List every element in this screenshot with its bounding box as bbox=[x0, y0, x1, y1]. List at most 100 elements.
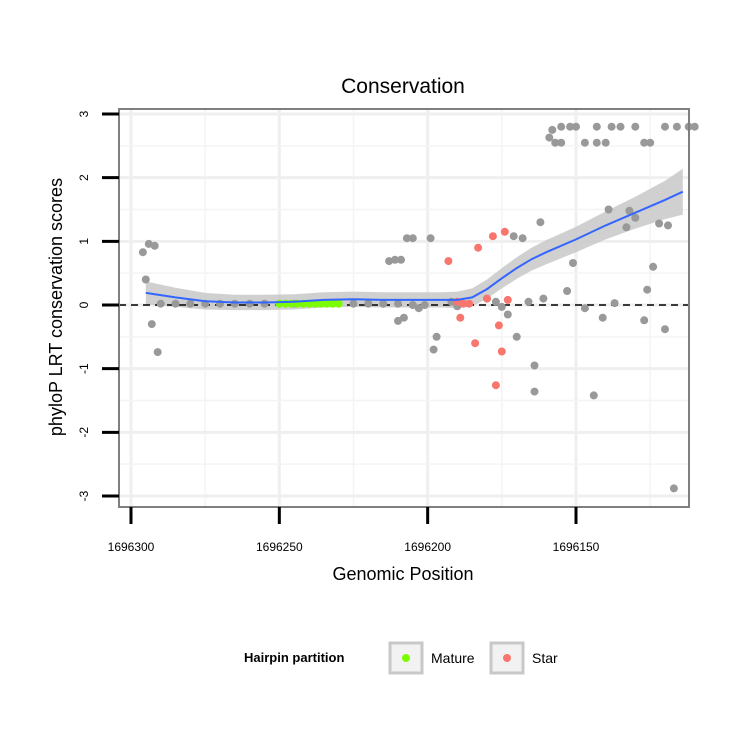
x-tick-label: 1696300 bbox=[108, 540, 155, 554]
y-tick-label: -3 bbox=[77, 490, 91, 501]
point-other bbox=[690, 122, 699, 131]
point-other bbox=[497, 302, 506, 311]
point-other bbox=[530, 361, 539, 370]
point-other bbox=[569, 259, 577, 267]
point-other bbox=[616, 122, 625, 131]
point-other bbox=[503, 310, 512, 319]
point-other bbox=[394, 299, 402, 308]
point-other bbox=[491, 297, 500, 306]
axis-ticks: 1696300 1696250 1696200 1696150 -3 -2 -1 0 1 2 3 bbox=[77, 110, 600, 554]
point-other bbox=[643, 285, 652, 294]
point-other bbox=[153, 348, 162, 357]
x-tick-label: 1696150 bbox=[553, 540, 600, 554]
legend-title: Hairpin partition bbox=[244, 650, 344, 665]
point-other bbox=[589, 391, 598, 400]
point-other bbox=[402, 234, 411, 243]
point-star bbox=[465, 299, 474, 308]
point-other bbox=[649, 262, 658, 271]
point-other bbox=[622, 223, 631, 232]
y-tick-label: -2 bbox=[77, 427, 91, 438]
point-other bbox=[548, 125, 557, 134]
point-other bbox=[607, 122, 616, 131]
point-other bbox=[661, 122, 669, 131]
point-other bbox=[625, 206, 634, 215]
point-other bbox=[580, 138, 589, 147]
point-other bbox=[592, 138, 601, 147]
point-other bbox=[640, 138, 649, 147]
point-other bbox=[379, 299, 388, 308]
point-other bbox=[186, 299, 195, 308]
point-other bbox=[539, 294, 548, 303]
legend-label: Mature bbox=[431, 650, 475, 666]
point-other bbox=[572, 122, 580, 131]
point-other bbox=[672, 122, 681, 131]
point-other bbox=[364, 299, 373, 308]
point-other bbox=[601, 138, 610, 147]
point-star bbox=[500, 227, 509, 236]
point-other bbox=[592, 122, 601, 131]
point-other bbox=[557, 138, 566, 147]
point-other bbox=[245, 299, 254, 308]
point-star bbox=[497, 347, 506, 356]
point-other bbox=[141, 275, 150, 284]
x-tick-label: 1696250 bbox=[256, 540, 303, 554]
point-other bbox=[551, 138, 560, 147]
point-other bbox=[408, 301, 417, 309]
point-other bbox=[669, 484, 678, 493]
point-other bbox=[655, 219, 664, 228]
legend-marker bbox=[402, 654, 410, 662]
point-other bbox=[512, 332, 521, 341]
point-other bbox=[598, 313, 607, 322]
chart-title: Conservation bbox=[341, 75, 465, 98]
point-other bbox=[399, 313, 408, 322]
point-other bbox=[524, 297, 533, 306]
point-other bbox=[414, 304, 423, 313]
point-other bbox=[530, 387, 539, 396]
legend: Hairpin partition Mature Star bbox=[244, 641, 558, 675]
point-other bbox=[518, 234, 527, 243]
point-other bbox=[420, 301, 429, 309]
point-star bbox=[494, 321, 503, 330]
point-other bbox=[545, 133, 554, 142]
point-other bbox=[150, 241, 159, 250]
point-mature bbox=[322, 299, 331, 308]
point-other bbox=[260, 299, 269, 308]
point-other bbox=[640, 316, 649, 325]
y-tick-label: -1 bbox=[77, 363, 91, 374]
points-layer bbox=[138, 122, 699, 493]
point-other bbox=[429, 345, 438, 354]
point-other bbox=[563, 287, 572, 295]
y-tick-label: 0 bbox=[77, 301, 91, 308]
point-star bbox=[491, 381, 500, 390]
point-star bbox=[456, 313, 465, 322]
point-other bbox=[580, 304, 589, 313]
y-axis-title: phyloP LRT conservation scores bbox=[46, 178, 66, 436]
point-mature bbox=[334, 299, 343, 308]
point-star bbox=[471, 339, 480, 348]
point-other bbox=[394, 316, 402, 325]
point-mature bbox=[310, 299, 319, 308]
point-other bbox=[156, 299, 165, 308]
point-other bbox=[604, 205, 613, 214]
point-mature bbox=[328, 299, 337, 308]
point-other bbox=[408, 234, 417, 243]
point-star bbox=[444, 257, 453, 266]
point-star bbox=[488, 232, 497, 241]
point-other bbox=[432, 332, 441, 341]
point-other bbox=[397, 255, 405, 264]
point-other bbox=[138, 248, 147, 257]
point-other bbox=[566, 122, 575, 131]
point-mature bbox=[316, 299, 325, 308]
point-other bbox=[631, 122, 640, 131]
point-other bbox=[610, 299, 619, 308]
x-tick-label: 1696200 bbox=[404, 540, 451, 554]
smooth-line bbox=[145, 190, 684, 304]
legend-marker bbox=[503, 654, 511, 662]
point-other bbox=[230, 299, 239, 308]
point-other bbox=[664, 221, 672, 230]
plot-border bbox=[118, 108, 690, 508]
point-other bbox=[557, 122, 566, 131]
point-other bbox=[536, 218, 545, 227]
legend-entries: Mature Star bbox=[388, 641, 558, 675]
